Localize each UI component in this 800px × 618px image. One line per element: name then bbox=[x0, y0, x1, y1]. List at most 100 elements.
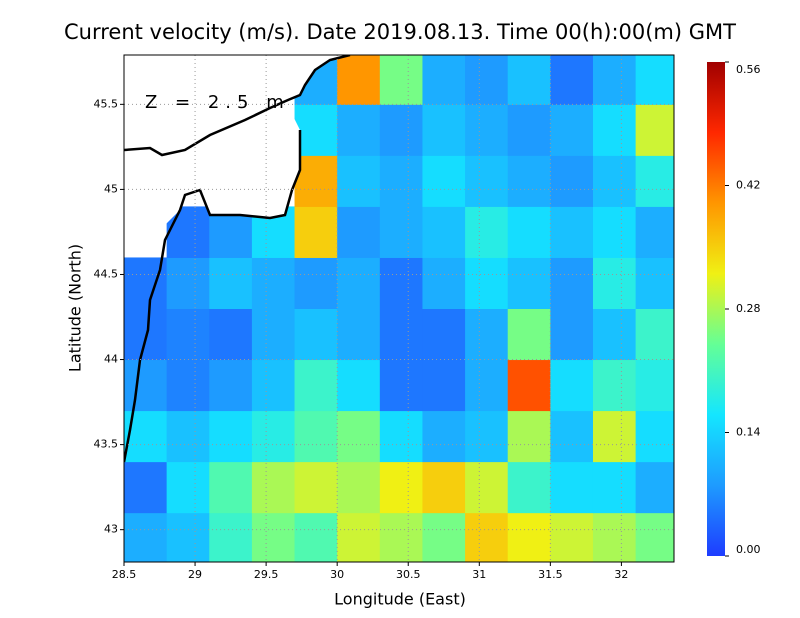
heat-cell bbox=[635, 155, 674, 207]
heat-cell bbox=[550, 55, 594, 105]
heat-cell bbox=[251, 410, 296, 463]
y-tick-label: 43 bbox=[104, 523, 118, 536]
colorbar-tick-label: 0.56 bbox=[736, 63, 761, 76]
heat-cell bbox=[550, 308, 594, 361]
heat-cell bbox=[635, 257, 674, 309]
heat-cell bbox=[166, 410, 210, 463]
heat-cell bbox=[379, 359, 423, 412]
heat-cell bbox=[465, 257, 509, 309]
y-axis-label: Latitude (North) bbox=[66, 244, 85, 372]
heat-cell bbox=[550, 206, 594, 258]
heat-cell bbox=[251, 308, 296, 361]
colorbar bbox=[707, 62, 725, 556]
heat-cell bbox=[635, 359, 674, 412]
heat-cell bbox=[422, 55, 466, 105]
x-tick-label: 31.5 bbox=[538, 568, 563, 581]
heat-cell bbox=[422, 257, 466, 309]
heat-cell bbox=[550, 104, 594, 156]
heat-cell bbox=[592, 206, 637, 258]
heat-cell bbox=[422, 308, 466, 361]
heat-cell bbox=[166, 461, 210, 514]
x-tick-label: 30 bbox=[330, 568, 344, 581]
heat-cell bbox=[166, 308, 210, 361]
heat-cell bbox=[124, 359, 168, 412]
heat-cell bbox=[465, 512, 509, 562]
x-tick-label: 32 bbox=[614, 568, 628, 581]
heat-cell bbox=[379, 512, 423, 562]
heat-cell bbox=[337, 359, 381, 412]
heat-cell bbox=[209, 359, 253, 412]
heat-cell bbox=[209, 461, 253, 514]
heat-cell bbox=[550, 410, 594, 463]
heat-cell bbox=[124, 410, 168, 463]
heat-cell bbox=[592, 359, 637, 412]
y-tick-label: 45.5 bbox=[94, 97, 119, 110]
heat-cell bbox=[379, 410, 423, 463]
heat-cell bbox=[294, 359, 338, 412]
heat-cell bbox=[422, 461, 466, 514]
heat-cell bbox=[635, 206, 674, 258]
heat-cell bbox=[507, 512, 551, 562]
heat-cell bbox=[422, 206, 466, 258]
depth-annotation: Z = 2.5 m bbox=[145, 92, 290, 113]
heat-cell bbox=[209, 308, 253, 361]
heat-cell bbox=[379, 206, 423, 258]
heat-cell bbox=[465, 155, 509, 207]
y-tick-label: 43.5 bbox=[94, 438, 119, 451]
heat-cell bbox=[635, 410, 674, 463]
heat-cell bbox=[422, 155, 466, 207]
x-tick-label: 30.5 bbox=[396, 568, 421, 581]
heat-cell bbox=[337, 512, 381, 562]
heat-cell bbox=[337, 257, 381, 309]
heat-cell bbox=[379, 461, 423, 514]
heat-cell bbox=[592, 461, 637, 514]
y-tick-label: 44.5 bbox=[94, 267, 119, 280]
heat-cell bbox=[166, 359, 210, 412]
heat-cell bbox=[550, 461, 594, 514]
heat-cell bbox=[337, 55, 381, 105]
heat-cell bbox=[592, 257, 637, 309]
heat-cell bbox=[422, 359, 466, 412]
colorbar-tick-label: 0.42 bbox=[736, 179, 761, 192]
heat-cell bbox=[507, 206, 551, 258]
heat-cell bbox=[337, 206, 381, 258]
heat-cell bbox=[294, 206, 338, 258]
heat-cell bbox=[465, 104, 509, 156]
heat-cell bbox=[507, 308, 551, 361]
heat-cell bbox=[507, 461, 551, 514]
heat-cell bbox=[592, 512, 637, 562]
heat-cell bbox=[294, 155, 338, 207]
heat-cell bbox=[251, 512, 296, 562]
heat-cell bbox=[337, 461, 381, 514]
heat-cell bbox=[465, 410, 509, 463]
heat-cell bbox=[294, 461, 338, 514]
heat-cell bbox=[635, 461, 674, 514]
heat-cell bbox=[294, 104, 338, 156]
heat-cell bbox=[592, 410, 637, 463]
heat-cell bbox=[379, 104, 423, 156]
heat-cell bbox=[550, 155, 594, 207]
heat-cell bbox=[465, 206, 509, 258]
heat-cell bbox=[337, 308, 381, 361]
heat-cell bbox=[635, 512, 674, 562]
heat-cell bbox=[379, 257, 423, 309]
heat-cell bbox=[251, 461, 296, 514]
heat-cell bbox=[251, 359, 296, 412]
heat-cell bbox=[379, 55, 423, 105]
heat-cell bbox=[465, 359, 509, 412]
heat-cell bbox=[294, 257, 338, 309]
heat-cell bbox=[379, 155, 423, 207]
heat-cell bbox=[635, 55, 674, 105]
heat-cell bbox=[592, 104, 637, 156]
y-tick-label: 45 bbox=[104, 182, 118, 195]
heat-cell bbox=[124, 461, 168, 514]
heat-cell bbox=[337, 104, 381, 156]
heatmap bbox=[124, 55, 674, 562]
heat-cell bbox=[422, 512, 466, 562]
heat-cell bbox=[550, 512, 594, 562]
x-tick-label: 31 bbox=[472, 568, 486, 581]
heat-cell bbox=[209, 512, 253, 562]
heat-cell bbox=[379, 308, 423, 361]
chart-title: Current velocity (m/s). Date 2019.08.13.… bbox=[64, 20, 736, 44]
heat-cell bbox=[294, 512, 338, 562]
